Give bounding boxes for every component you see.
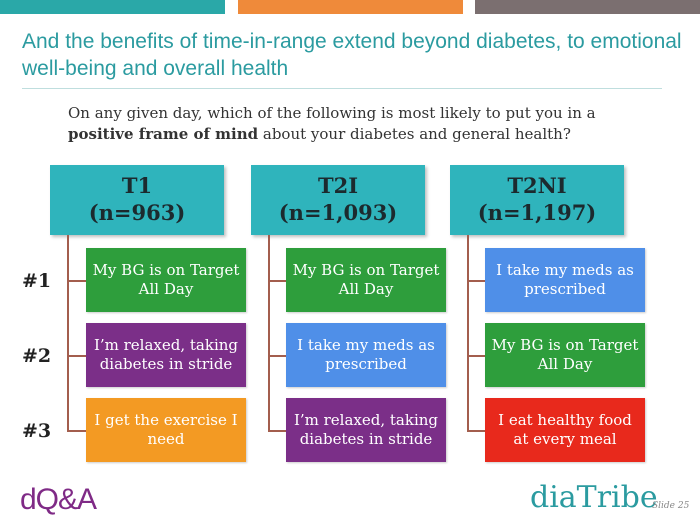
- column-header-t1: T1 (n=963): [50, 165, 224, 235]
- connector-h: [467, 355, 487, 357]
- rank-label-1: #1: [22, 270, 52, 292]
- connector-h: [467, 280, 487, 282]
- column-n: (n=1,197): [477, 200, 597, 225]
- connector-h: [467, 430, 487, 432]
- cell-t1-rank2: I’m relaxed, taking diabetes in stride: [86, 323, 246, 387]
- column-header-t2ni: T2NI (n=1,197): [450, 165, 624, 235]
- connector-vertical-t2i: [268, 235, 270, 432]
- top-bar-orange: [238, 0, 463, 14]
- rank-label-3: #3: [22, 420, 52, 442]
- column-name: T1: [121, 173, 153, 198]
- connector-h: [67, 280, 87, 282]
- column-n: (n=1,093): [278, 200, 398, 225]
- title-divider: [22, 88, 662, 89]
- connector-h: [268, 430, 288, 432]
- diatribe-logo: diaTribe: [530, 480, 658, 515]
- cell-t2ni-rank3: I eat healthy food at every meal: [485, 398, 645, 462]
- top-bar-teal: [0, 0, 225, 14]
- cell-t2i-rank2: I take my meds as prescribed: [286, 323, 446, 387]
- rank-label-2: #2: [22, 345, 52, 367]
- cell-t2i-rank3: I’m relaxed, taking diabetes in stride: [286, 398, 446, 462]
- question-suffix: about your diabetes and general health?: [258, 125, 571, 143]
- connector-h: [268, 280, 288, 282]
- column-header-t2i: T2I (n=1,093): [251, 165, 425, 235]
- cell-t2ni-rank1: I take my meds as prescribed: [485, 248, 645, 312]
- survey-question: On any given day, which of the following…: [68, 103, 658, 145]
- slide-number: Slide 25: [652, 501, 690, 511]
- connector-vertical-t2ni: [467, 235, 469, 432]
- column-name: T2NI: [507, 173, 567, 198]
- connector-vertical-t1: [67, 235, 69, 432]
- question-bold: positive frame of mind: [68, 125, 259, 143]
- connector-h: [67, 430, 87, 432]
- cell-t1-rank1: My BG is on Target All Day: [86, 248, 246, 312]
- slide-title: And the benefits of time-in-range extend…: [22, 30, 682, 80]
- dqa-logo: dQ&A: [20, 483, 97, 516]
- cell-t2ni-rank2: My BG is on Target All Day: [485, 323, 645, 387]
- cell-t1-rank3: I get the exercise I need: [86, 398, 246, 462]
- question-prefix: On any given day, which of the following…: [68, 104, 596, 122]
- cell-t2i-rank1: My BG is on Target All Day: [286, 248, 446, 312]
- connector-h: [67, 355, 87, 357]
- column-n: (n=963): [88, 200, 186, 225]
- top-bar-gray: [475, 0, 700, 14]
- connector-h: [268, 355, 288, 357]
- column-name: T2I: [317, 173, 359, 198]
